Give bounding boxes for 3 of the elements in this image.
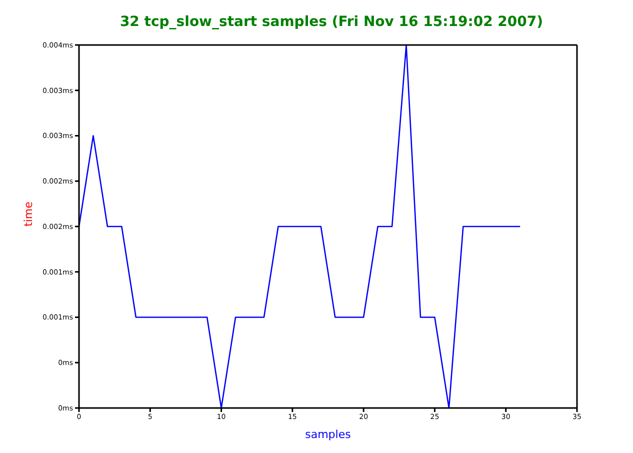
y-axis-title: time xyxy=(22,201,35,226)
x-axis-title: samples xyxy=(305,428,352,441)
chart-title: 32 tcp_slow_start samples (Fri Nov 16 15:19:02 2007) xyxy=(118,13,544,32)
